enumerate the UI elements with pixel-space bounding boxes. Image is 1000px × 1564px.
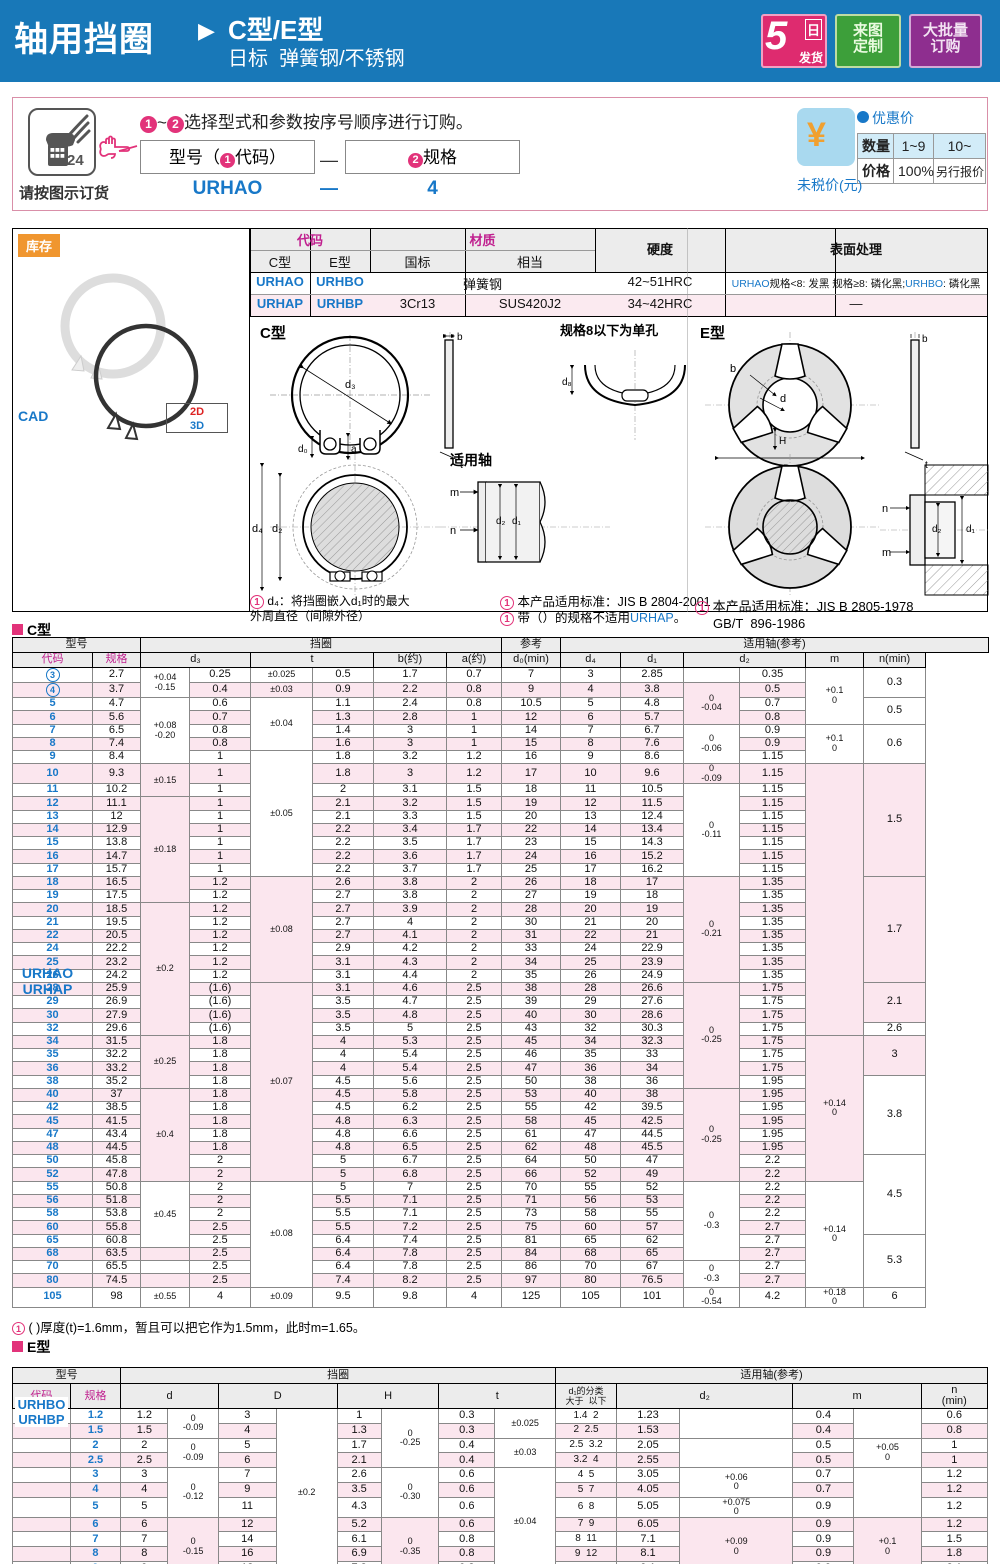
svg-text:m: m xyxy=(882,547,891,559)
svg-text:d₃: d₃ xyxy=(345,379,356,391)
svg-text:d₁: d₁ xyxy=(966,524,976,535)
svg-text:d₂: d₂ xyxy=(932,524,942,535)
svg-text:m: m xyxy=(450,487,459,499)
svg-text:d₂: d₂ xyxy=(272,523,282,535)
svg-text:n: n xyxy=(882,503,888,515)
svg-text:d₈: d₈ xyxy=(562,377,572,388)
svg-text:b: b xyxy=(922,334,928,345)
svg-text:n: n xyxy=(450,525,456,537)
svg-text:d₄: d₄ xyxy=(252,523,263,535)
svg-text:b: b xyxy=(457,332,463,343)
svg-text:d₂: d₂ xyxy=(496,516,506,527)
svg-text:d: d xyxy=(780,393,786,405)
svg-text:H: H xyxy=(779,436,786,447)
svg-text:d₁: d₁ xyxy=(512,516,522,527)
svg-text:24: 24 xyxy=(67,152,84,169)
svg-text:b: b xyxy=(730,363,736,375)
